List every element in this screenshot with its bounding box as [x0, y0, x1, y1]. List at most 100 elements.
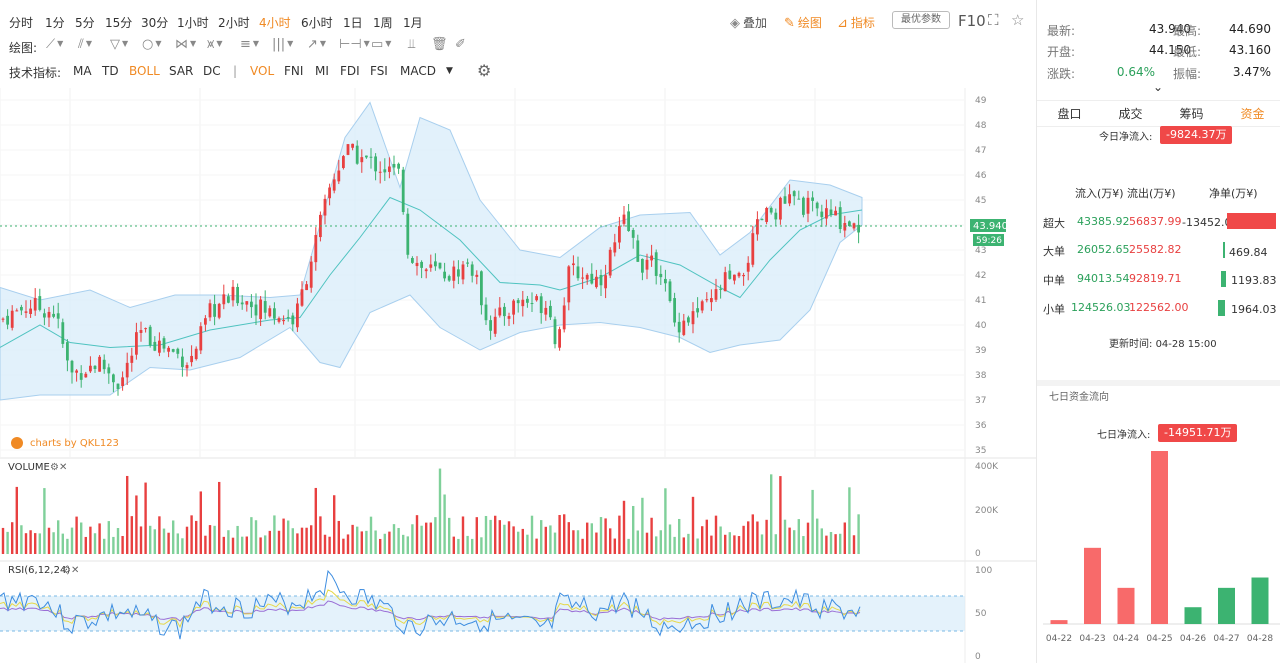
ind-fdi[interactable]: FDI — [340, 64, 360, 78]
candle-body — [705, 299, 709, 301]
volume-bar — [300, 527, 304, 554]
volume-bar — [402, 534, 405, 554]
volume-bar — [47, 527, 51, 554]
period-4hour[interactable]: 4小时 — [259, 16, 291, 30]
kline-canvas[interactable]: 49 48 47 46 45 44 43 42 41 40 39 38 37 3… — [0, 0, 1036, 663]
candle-body — [171, 349, 175, 352]
period-1hour[interactable]: 1小时 — [177, 16, 209, 30]
period-fenshi[interactable]: 分时 — [9, 16, 34, 30]
ind-sar[interactable]: SAR — [169, 64, 194, 78]
volume-bar — [521, 528, 524, 554]
candle-body — [401, 169, 405, 213]
watermark[interactable]: charts by QKL123 — [30, 438, 119, 449]
volume-bar — [540, 520, 543, 554]
ind-td[interactable]: TD — [102, 64, 119, 78]
row-inflow-medium: 94013.54 — [1077, 272, 1130, 285]
rsi-settings-icon[interactable]: ⚙✕ — [62, 565, 79, 576]
tab-chengjiao[interactable]: 成交 — [1118, 107, 1143, 121]
period-6hour[interactable]: 6小时 — [301, 16, 333, 30]
period-1week[interactable]: 1周 — [373, 16, 393, 30]
period-toolbar: 分时 1分 5分 15分 30分 1小时 2小时 4小时 6小时 1日 1周 1… — [0, 8, 1036, 36]
fullscreen-icon[interactable]: ⛶ — [988, 11, 999, 29]
price-tick: 38 — [975, 371, 987, 381]
period-1month[interactable]: 1月 — [403, 16, 423, 30]
volume-bar — [797, 519, 800, 554]
volume-bar — [687, 533, 690, 554]
line-tool-icon[interactable]: ⟋ ▼ — [46, 37, 64, 52]
candle-body — [544, 307, 548, 315]
row-inflow-small: 124526.03 — [1071, 301, 1131, 314]
eraser-icon[interactable]: ✐ — [455, 37, 466, 52]
candle-body — [337, 170, 341, 182]
tab-chouma[interactable]: 筹码 — [1179, 107, 1204, 121]
period-1day[interactable]: 1日 — [343, 16, 363, 30]
candle-body — [723, 272, 727, 292]
candle-body — [378, 171, 382, 173]
candle-body — [618, 226, 621, 243]
star-icon[interactable]: ☆ — [1011, 11, 1025, 29]
ind-vol[interactable]: VOL — [250, 64, 275, 78]
zigzag-tool-icon[interactable]: ⋈ ▼ — [175, 37, 197, 52]
ind-macd[interactable]: MACD — [400, 64, 436, 78]
rsi-title: RSI(6,12,24) — [8, 565, 70, 576]
best-params-button[interactable]: 最优参数 — [892, 11, 950, 29]
candle-body — [668, 281, 672, 301]
row-outflow-large: 25582.82 — [1129, 243, 1182, 256]
volume-bar — [632, 505, 635, 554]
circle-tool-icon[interactable]: ○ ▼ — [142, 37, 162, 52]
ind-more-chevron-icon[interactable]: ▼ — [446, 66, 453, 76]
header-net: 净单(万¥) — [1209, 187, 1258, 200]
period-2hour[interactable]: 2小时 — [218, 16, 250, 30]
gann-tool-icon[interactable]: ||| ▼ — [272, 37, 294, 52]
volume-bar — [153, 529, 156, 554]
pattern-tool-icon[interactable]: ⩙ ▼ — [207, 37, 223, 52]
volume-bar — [820, 528, 823, 554]
measure-tool-icon[interactable]: ⊢⊣ ▼ — [339, 37, 370, 52]
tab-zijin[interactable]: 资金 — [1240, 107, 1265, 121]
triangle-tool-icon[interactable]: ▽ ▼ — [110, 37, 129, 52]
arrow-tool-icon[interactable]: ↗ ▼ — [307, 37, 327, 52]
candle-body — [47, 311, 51, 318]
volume-bar — [34, 533, 37, 554]
ind-boll[interactable]: BOLL — [129, 64, 160, 78]
volume-bar — [691, 496, 695, 554]
f10-button[interactable]: F10 — [958, 12, 986, 30]
candle-body — [654, 252, 658, 276]
lock-tool-icon[interactable]: ⫫ — [408, 37, 416, 52]
price-tick: 37 — [975, 396, 986, 406]
fibonacci-tool-icon[interactable]: ≡ ▼ — [240, 37, 260, 52]
high-value: 44.690 — [1229, 22, 1271, 36]
ind-mi[interactable]: MI — [315, 64, 329, 78]
volume-bar — [259, 537, 262, 554]
volume-bar — [360, 531, 363, 554]
trash-icon[interactable]: 🗑 — [431, 37, 448, 52]
comment-tool-icon[interactable]: ▭ ▼ — [371, 37, 392, 52]
volume-bar — [144, 482, 147, 554]
ind-fsi[interactable]: FSI — [370, 64, 388, 78]
pitchfork-tool-icon[interactable]: ⫽ ▼ — [78, 37, 92, 52]
volume-bar — [227, 530, 230, 554]
volume-bar — [714, 515, 718, 554]
overlay-button[interactable]: ◈ 叠加 — [730, 14, 767, 31]
period-5min[interactable]: 5分 — [75, 16, 95, 30]
candle-body — [452, 266, 456, 281]
volume-bar — [305, 527, 308, 554]
ind-ma[interactable]: MA — [73, 64, 92, 78]
tab-pankou[interactable]: 盘口 — [1057, 107, 1082, 121]
volume-settings-icon[interactable]: ⚙✕ — [50, 462, 67, 473]
volume-bar — [783, 519, 787, 554]
open-label: 开盘: — [1047, 45, 1076, 59]
draw-button[interactable]: ✎ 绘图 — [784, 14, 822, 31]
volume-bar — [733, 535, 736, 554]
period-30min[interactable]: 30分 — [141, 16, 169, 30]
expand-chevron-icon[interactable]: ⌄ — [1153, 80, 1164, 94]
volume-bar — [586, 522, 589, 554]
candle-body — [613, 242, 617, 253]
period-1min[interactable]: 1分 — [45, 16, 65, 30]
chart-area[interactable]: 分时 1分 5分 15分 30分 1小时 2小时 4小时 6小时 1日 1周 1… — [0, 0, 1036, 663]
indicator-button[interactable]: ⊿ 指标 — [837, 14, 875, 31]
settings-gear-icon[interactable]: ⚙ — [477, 61, 492, 80]
ind-fni[interactable]: FNI — [284, 64, 304, 78]
ind-dc[interactable]: DC — [203, 64, 221, 78]
period-15min[interactable]: 15分 — [105, 16, 133, 30]
